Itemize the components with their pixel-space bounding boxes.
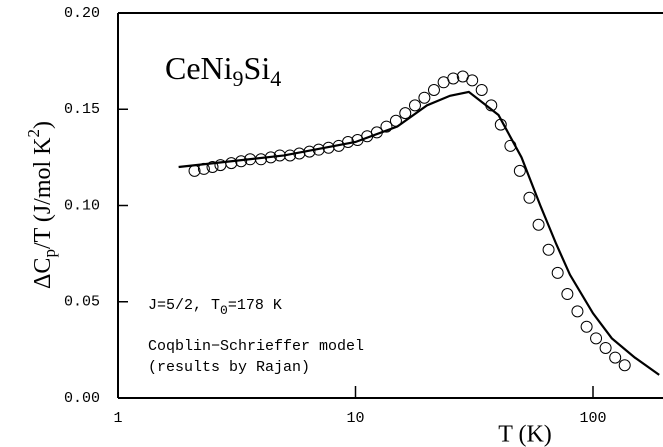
y-tick-label: 0.10 xyxy=(64,197,100,214)
data-point xyxy=(523,191,536,204)
data-point xyxy=(618,359,631,372)
x-axis-label: T (K) xyxy=(498,422,552,447)
y-tick-label: 0.05 xyxy=(64,294,100,311)
data-point xyxy=(532,218,545,231)
data-point xyxy=(513,164,526,177)
data-point xyxy=(542,243,555,256)
data-point xyxy=(466,74,479,87)
x-tick-label: 100 xyxy=(579,410,606,427)
note: Coqblin−Schrieffer model xyxy=(148,338,364,355)
formula: CeNi9Si4 xyxy=(165,50,281,91)
y-tick-label: 0.00 xyxy=(64,390,100,407)
data-point xyxy=(225,157,238,170)
model-line xyxy=(178,90,660,376)
y-tick-label: 0.20 xyxy=(64,5,100,22)
data-point xyxy=(418,91,431,104)
data-point xyxy=(571,305,584,318)
data-point xyxy=(206,161,219,173)
data-point xyxy=(447,72,460,85)
data-point xyxy=(609,351,622,364)
x-tick-label: 1 xyxy=(113,410,122,427)
y-axis-label: ΔCp/T (J/mol K2) xyxy=(24,121,59,289)
data-point xyxy=(599,341,612,354)
note: (results by Rajan) xyxy=(148,359,310,376)
data-point xyxy=(580,320,593,333)
y-tick-label: 0.15 xyxy=(64,101,100,118)
x-tick-label: 10 xyxy=(346,410,364,427)
annotation: J=5/2, T0=178 K xyxy=(148,297,282,318)
data-point xyxy=(551,266,564,279)
data-point xyxy=(475,84,488,96)
data-point xyxy=(408,99,421,112)
data-point xyxy=(427,84,440,96)
data-point xyxy=(399,107,412,120)
data-point xyxy=(590,332,603,345)
data-point xyxy=(380,120,393,133)
data-point xyxy=(561,288,574,301)
